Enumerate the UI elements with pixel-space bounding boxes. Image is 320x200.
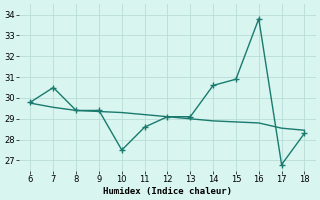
X-axis label: Humidex (Indice chaleur): Humidex (Indice chaleur) [103,187,232,196]
